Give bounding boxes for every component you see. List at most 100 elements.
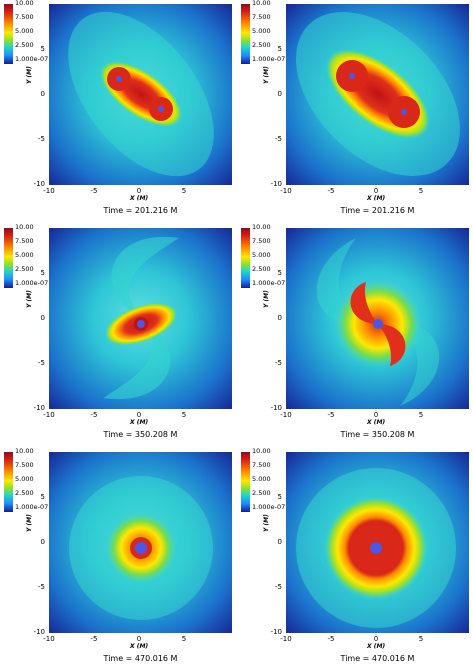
colorbar-tick: 10.00 bbox=[252, 447, 271, 455]
y-axis-label: Y (M) bbox=[263, 514, 270, 532]
x-tick: 0 bbox=[373, 411, 379, 419]
x-tick: -10 bbox=[43, 635, 55, 643]
x-tick: -10 bbox=[43, 187, 55, 195]
colorbar-tick: 7.500 bbox=[252, 237, 271, 245]
x-axis-label: X (M) bbox=[130, 195, 149, 202]
y-tick: -10 bbox=[33, 404, 45, 412]
y-tick: -5 bbox=[275, 135, 282, 143]
y-tick: -10 bbox=[270, 404, 282, 412]
black-hole bbox=[370, 542, 382, 554]
black-hole-right bbox=[401, 109, 407, 115]
colorbar-tick: 2.500 bbox=[252, 489, 271, 497]
black-hole bbox=[137, 320, 145, 328]
x-tick: 0 bbox=[136, 635, 142, 643]
colorbar bbox=[4, 4, 13, 64]
x-tick: -10 bbox=[280, 411, 292, 419]
x-tick: -5 bbox=[327, 635, 335, 643]
x-tick: 5 bbox=[181, 411, 187, 419]
colorbar-tick: 5.000 bbox=[252, 475, 271, 483]
colorbar-tick: 1.000e-07 bbox=[252, 279, 286, 287]
spiral-arm-left bbox=[316, 238, 378, 326]
y-tick: 5 bbox=[277, 493, 282, 501]
time-label: Time = 350.208 M bbox=[103, 430, 178, 439]
y-axis-label: Y (M) bbox=[26, 66, 33, 84]
colorbar-tick: 2.500 bbox=[15, 265, 34, 273]
colorbar-tick: 7.500 bbox=[252, 461, 271, 469]
colorbar-tick: 1.000e-07 bbox=[15, 279, 49, 287]
y-axis-label: Y (M) bbox=[26, 514, 33, 532]
x-tick: 5 bbox=[418, 187, 424, 195]
colorbar-tick: 1.000e-07 bbox=[252, 55, 286, 63]
x-tick: -10 bbox=[280, 635, 292, 643]
density-plot bbox=[49, 4, 232, 185]
x-tick: -5 bbox=[327, 187, 335, 195]
colorbar-tick: 7.500 bbox=[252, 13, 271, 21]
time-label: Time = 470.016 M bbox=[103, 654, 178, 663]
x-axis-label: X (M) bbox=[130, 643, 149, 650]
x-tick: -5 bbox=[90, 411, 98, 419]
black-hole-left bbox=[116, 76, 122, 82]
y-tick: 0 bbox=[40, 90, 45, 98]
colorbar bbox=[4, 228, 13, 288]
y-tick: 0 bbox=[277, 314, 282, 322]
black-hole-right bbox=[158, 106, 164, 112]
y-tick: 5 bbox=[40, 493, 45, 501]
y-tick: 5 bbox=[277, 269, 282, 277]
spiral-arm-upper bbox=[111, 236, 179, 318]
simulation-panel-4: 10.00 7.500 5.000 2.500 1.000e-07 Y (M) … bbox=[237, 224, 474, 445]
y-tick: 5 bbox=[40, 269, 45, 277]
x-tick: -5 bbox=[90, 187, 98, 195]
x-axis-label: X (M) bbox=[367, 195, 386, 202]
simulation-panel-2: 10.00 7.500 5.000 2.500 1.000e-07 Y (M) … bbox=[237, 0, 474, 221]
density-plot bbox=[286, 4, 469, 185]
colorbar-tick: 2.500 bbox=[252, 41, 271, 49]
x-tick: -10 bbox=[43, 411, 55, 419]
colorbar-tick: 10.00 bbox=[15, 223, 34, 231]
simulation-panel-3: 10.00 7.500 5.000 2.500 1.000e-07 Y (M) … bbox=[0, 224, 237, 445]
colorbar-tick: 7.500 bbox=[15, 237, 34, 245]
colorbar-tick: 10.00 bbox=[15, 447, 34, 455]
black-hole bbox=[373, 319, 383, 329]
colorbar bbox=[4, 452, 13, 512]
y-tick: -5 bbox=[38, 583, 45, 591]
x-tick: -10 bbox=[280, 187, 292, 195]
y-tick: -5 bbox=[275, 583, 282, 591]
colorbar-tick: 7.500 bbox=[15, 461, 34, 469]
colorbar bbox=[241, 228, 250, 288]
y-axis-label: Y (M) bbox=[26, 290, 33, 308]
x-tick: 5 bbox=[418, 635, 424, 643]
spiral-arm-right bbox=[378, 322, 440, 406]
simulation-panel-5: 10.00 7.500 5.000 2.500 1.000e-07 Y (M) … bbox=[0, 448, 237, 669]
y-tick: -10 bbox=[270, 180, 282, 188]
x-tick: 5 bbox=[181, 187, 187, 195]
y-tick: 0 bbox=[40, 314, 45, 322]
x-tick: -5 bbox=[90, 635, 98, 643]
colorbar-tick: 2.500 bbox=[15, 41, 34, 49]
colorbar-tick: 10.00 bbox=[15, 0, 34, 7]
colorbar-tick: 5.000 bbox=[15, 27, 34, 35]
colorbar-tick: 10.00 bbox=[252, 223, 271, 231]
y-tick: -10 bbox=[270, 628, 282, 636]
colorbar-tick: 5.000 bbox=[15, 475, 34, 483]
colorbar-tick: 5.000 bbox=[15, 251, 34, 259]
y-axis-label: Y (M) bbox=[263, 290, 270, 308]
simulation-panel-1: 10.00 7.500 5.000 2.500 1.000e-07 Y (M) … bbox=[0, 0, 237, 221]
colorbar bbox=[241, 452, 250, 512]
x-axis-label: X (M) bbox=[367, 419, 386, 426]
colorbar-tick: 7.500 bbox=[15, 13, 34, 21]
black-hole bbox=[135, 542, 147, 554]
colorbar-tick: 1.000e-07 bbox=[252, 503, 286, 511]
y-tick: -10 bbox=[33, 180, 45, 188]
density-plot bbox=[49, 452, 232, 633]
x-tick: 0 bbox=[136, 187, 142, 195]
density-plot bbox=[286, 452, 469, 633]
colorbar-tick: 5.000 bbox=[252, 251, 271, 259]
colorbar-tick: 2.500 bbox=[15, 489, 34, 497]
colorbar-tick: 5.000 bbox=[252, 27, 271, 35]
black-hole-left bbox=[349, 73, 355, 79]
x-tick: 5 bbox=[418, 411, 424, 419]
x-tick: -5 bbox=[327, 411, 335, 419]
x-tick: 5 bbox=[181, 635, 187, 643]
y-axis-label: Y (M) bbox=[263, 66, 270, 84]
x-axis-label: X (M) bbox=[130, 419, 149, 426]
